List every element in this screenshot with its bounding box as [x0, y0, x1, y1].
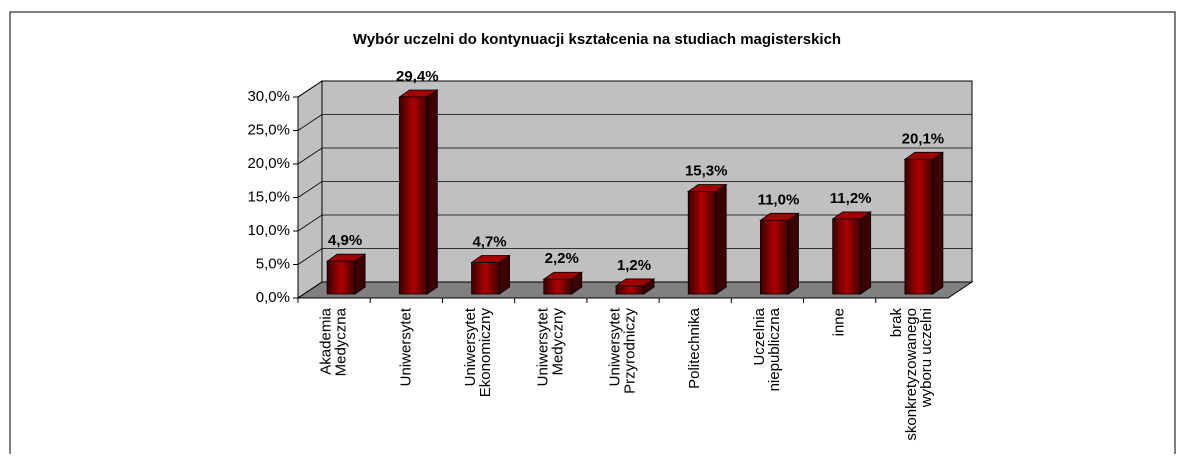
x-tick-label: UniwersytetPrzyrodniczy: [606, 307, 638, 394]
bar: [543, 278, 573, 295]
bar: [398, 96, 428, 295]
grid-line: [297, 114, 972, 131]
y-tick-label: 10,0%: [247, 222, 290, 239]
value-label: 20,1%: [902, 130, 945, 147]
y-tick-label: 30,0%: [247, 88, 290, 105]
x-tick-label: brakskonkretyzowanegowyboru uczelni: [888, 308, 935, 441]
y-tick-label: 20,0%: [247, 155, 290, 172]
value-label: 15,3%: [685, 162, 728, 179]
bar-side: [426, 89, 438, 295]
x-tick-label-line: Uniwersytet: [606, 307, 623, 386]
y-tick-label: 25,0%: [247, 121, 290, 138]
value-label: 29,4%: [396, 68, 439, 85]
value-label: 11,2%: [830, 190, 872, 207]
x-tick-label-line: wyboru uczelni: [918, 308, 935, 408]
x-tick-label-line: brak: [888, 308, 905, 338]
value-label: 4,7%: [472, 233, 506, 250]
value-label: 1,2%: [617, 257, 651, 274]
chart-title: Wybór uczelni do kontynuacji kształcenia…: [353, 31, 841, 48]
bar: [760, 219, 789, 295]
grid-line: [297, 181, 972, 198]
x-tick-label-line: Uczelnia: [751, 307, 768, 365]
x-tick-label: Politechnika: [686, 307, 703, 389]
x-tick-label-line: Politechnika: [686, 307, 703, 389]
value-label: 4,9%: [328, 232, 362, 249]
bar-side: [715, 183, 727, 295]
bar: [326, 260, 356, 295]
x-tick-label-line: inne: [831, 308, 848, 336]
x-tick-label: UniwersytetMedyczny: [534, 307, 566, 386]
x-tick-label-line: Medyczna: [333, 307, 350, 376]
value-label: 2,2%: [545, 250, 579, 267]
y-tick-label: 15,0%: [247, 188, 290, 205]
x-tick-label-line: niepubliczna: [766, 307, 783, 391]
x-tick-label-line: Ekonomiczny: [477, 308, 494, 398]
bar: [904, 158, 934, 295]
grid-line: [297, 80, 972, 98]
x-tick-label-line: skonkretyzowanego: [903, 308, 920, 441]
x-tick-label-line: Akademia: [318, 307, 335, 374]
x-tick-label: Uczelnianiepubliczna: [751, 307, 783, 391]
x-tick-label-line: Uniwersytet: [534, 307, 551, 386]
bar: [615, 285, 645, 295]
bar: [471, 262, 500, 295]
x-tick-label: UniwersytetEkonomiczny: [462, 307, 494, 397]
grid-line: [297, 281, 972, 299]
grid-line: [297, 248, 972, 265]
x-tick-label-line: Uniwersytet: [462, 307, 479, 386]
x-tick-label: inne: [831, 308, 848, 336]
bar: [687, 191, 717, 295]
value-label: 11,0%: [758, 191, 800, 208]
grid-line: [297, 147, 972, 165]
x-tick-label-line: Przyrodniczy: [621, 308, 638, 394]
grid-line: [297, 214, 972, 232]
bar: [832, 218, 862, 295]
bar-side: [788, 212, 799, 295]
bar-side: [932, 151, 944, 295]
x-tick-label: Uniwersytet: [397, 307, 414, 386]
y-tick-label: 5,0%: [256, 255, 290, 272]
x-tick-label: AkademiaMedyczna: [318, 307, 350, 376]
bar-side: [860, 211, 872, 295]
y-tick-label: 0,0%: [256, 289, 290, 306]
x-tick-label-line: Uniwersytet: [397, 307, 414, 386]
x-tick-label-line: Medyczny: [549, 308, 566, 376]
chart-frame: [9, 11, 1176, 454]
